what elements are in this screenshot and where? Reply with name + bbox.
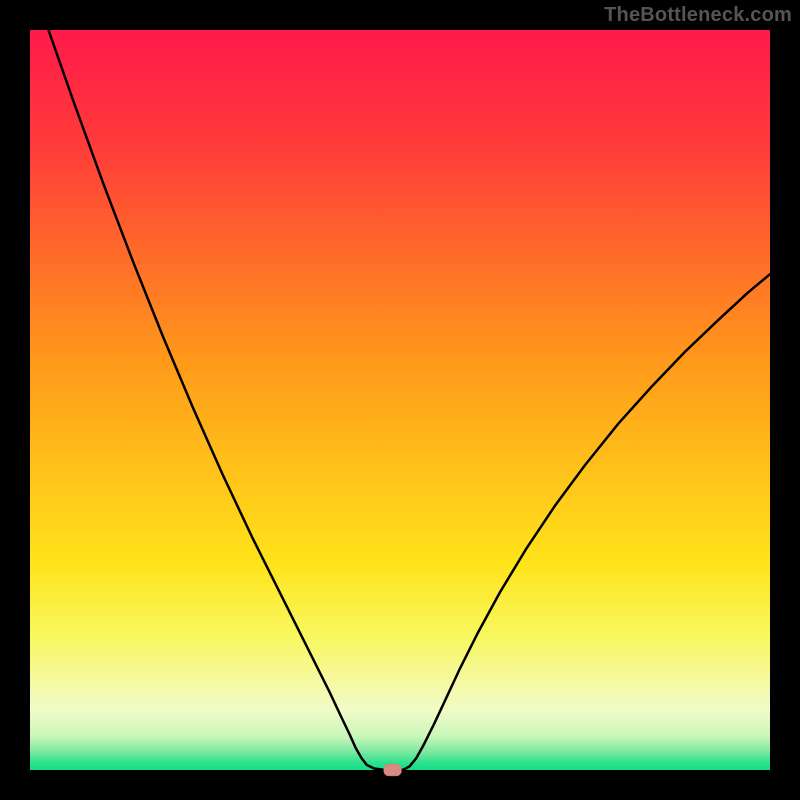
bottleneck-chart [0, 0, 800, 800]
chart-frame: TheBottleneck.com [0, 0, 800, 800]
plot-gradient-background [30, 30, 770, 770]
watermark-text: TheBottleneck.com [604, 4, 792, 27]
minimum-marker [384, 764, 402, 776]
